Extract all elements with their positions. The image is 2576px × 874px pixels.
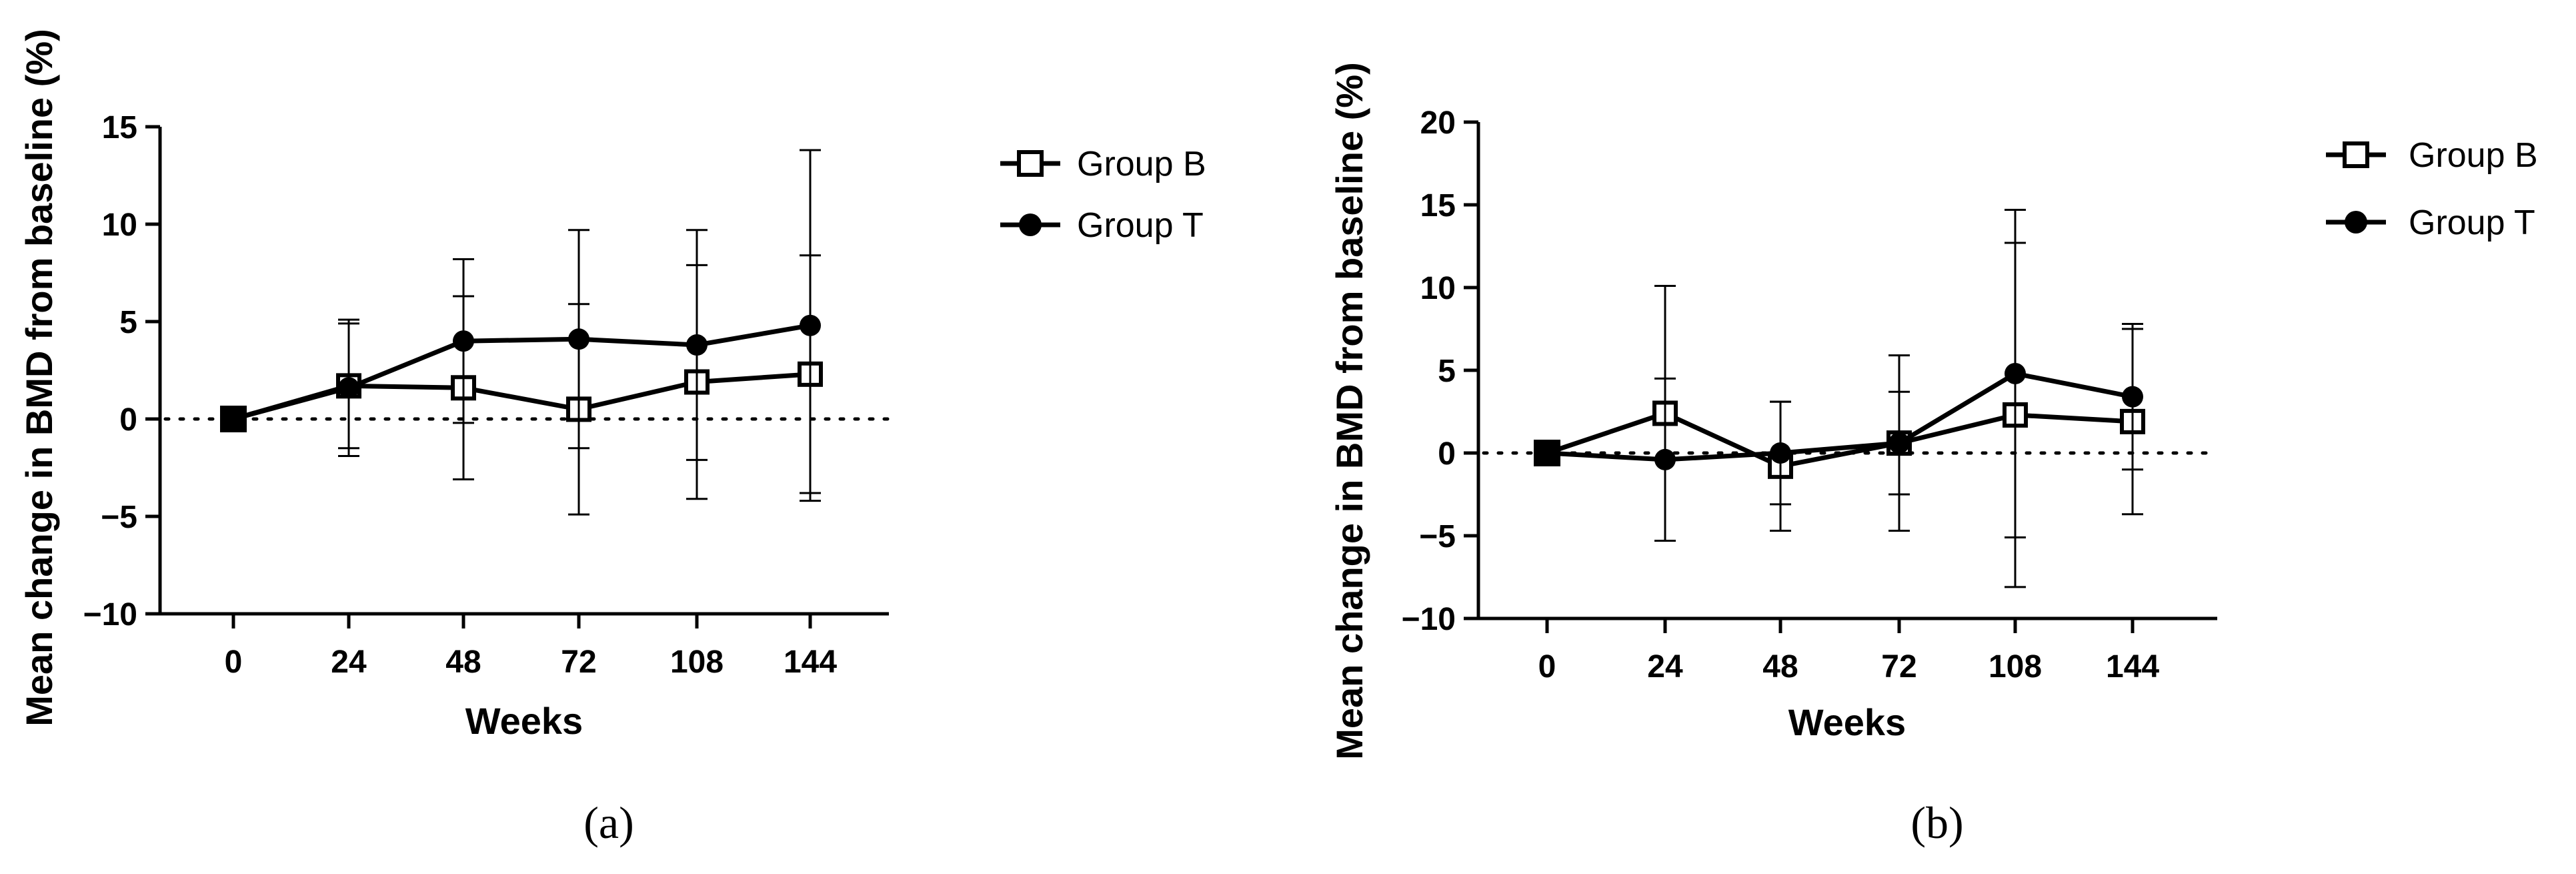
panel-label: (b) (1910, 797, 1963, 848)
x-tick-label: 24 (331, 644, 367, 680)
series-line (1546, 371, 2133, 462)
x-tick-label: 144 (784, 644, 837, 680)
legend-marker (1019, 213, 1042, 236)
x-tick-label: 144 (2106, 649, 2159, 685)
legend-label: Group B (2409, 136, 2538, 175)
data-point (686, 334, 708, 356)
data-point (1888, 432, 1910, 454)
data-point (2005, 362, 2026, 384)
legend-marker (1017, 150, 1044, 177)
series-group-b (1534, 242, 2145, 588)
x-tick-label: 0 (225, 644, 243, 680)
x-tick-label: 48 (1762, 649, 1798, 685)
x-tick-label: 48 (445, 644, 481, 680)
x-tick-label: 108 (1989, 649, 2042, 685)
y-tick-label: −10 (1402, 602, 1456, 637)
data-point (224, 410, 243, 428)
data-point (568, 328, 589, 350)
y-tick-label: −10 (83, 597, 137, 632)
legend-marker (2343, 141, 2369, 168)
legend-label: Group T (1077, 206, 1204, 245)
panel-label: (a) (583, 797, 633, 848)
series-line (233, 323, 811, 422)
y-tick-label: 0 (1438, 436, 1456, 472)
panel-b: Mean change in BMD from baseline (%) Wee… (1328, 62, 2538, 848)
y-axis-title: Mean change in BMD from baseline (%) (1328, 62, 1370, 760)
series-line (1546, 410, 2133, 469)
y-tick-label: 10 (1420, 271, 1456, 306)
x-axis-title: Weeks (465, 700, 583, 742)
data-point (800, 314, 821, 336)
legend-label: Group T (2409, 203, 2535, 242)
panel-a: Mean change in BMD from baseline (%) Wee… (18, 29, 1206, 848)
series-group-t (224, 149, 821, 502)
data-point (1770, 442, 1791, 464)
y-tick-label: 5 (119, 305, 137, 340)
legend: Group B Group T (2326, 136, 2538, 242)
data-point (2122, 386, 2143, 408)
series-group-t (1538, 208, 2143, 542)
x-tick-label: 24 (1647, 649, 1683, 685)
y-tick-label: 20 (1420, 105, 1456, 141)
y-tick-label: −5 (101, 500, 137, 535)
y-tick-label: 15 (1420, 188, 1456, 224)
y-axis-title: Mean change in BMD from baseline (%) (18, 29, 60, 727)
y-tick-label: −5 (1419, 519, 1456, 554)
x-tick-label: 72 (1881, 649, 1916, 685)
data-point (1654, 448, 1676, 470)
y-tick-label: 0 (119, 402, 137, 438)
data-point (453, 330, 474, 352)
x-tick-label: 0 (1538, 649, 1556, 685)
data-point (1538, 444, 1556, 462)
x-axis-title: Weeks (1788, 701, 1906, 743)
legend-label: Group B (1077, 145, 1206, 183)
series-group-b (220, 254, 823, 516)
x-tick-label: 108 (670, 644, 724, 680)
data-point (338, 377, 359, 399)
legend: Group B Group T (1000, 145, 1206, 245)
y-tick-label: 10 (102, 207, 137, 243)
legend-marker (2345, 211, 2367, 234)
y-tick-label: 5 (1438, 354, 1456, 389)
x-tick-label: 72 (561, 644, 596, 680)
y-tick-label: 15 (102, 110, 137, 145)
